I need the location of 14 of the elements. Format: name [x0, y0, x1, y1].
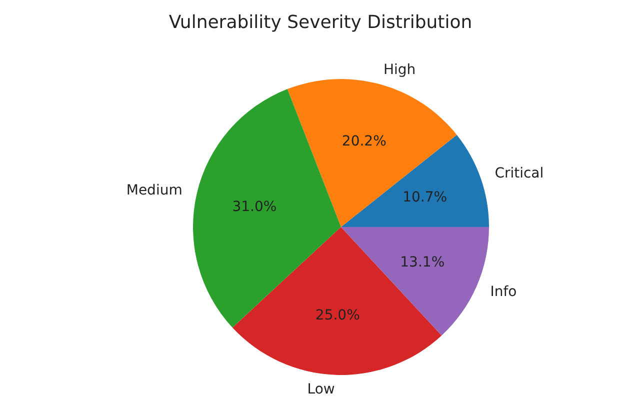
data-label: 25.0% — [315, 308, 360, 324]
slice-label: High — [383, 62, 416, 78]
pie-slice — [287, 79, 457, 227]
pie-slice — [232, 227, 442, 375]
data-label: 31.0% — [232, 199, 277, 216]
slice-label: Medium — [126, 182, 182, 198]
slice-label: Low — [307, 382, 335, 398]
slice-label: Info — [490, 284, 517, 300]
data-label: 20.2% — [342, 133, 386, 150]
data-label: 10.7% — [402, 190, 448, 206]
pie-slice — [341, 134, 489, 227]
chart-title: Vulnerability Severity Distribution — [168, 11, 474, 35]
data-label: 13.1% — [400, 254, 445, 271]
slice-label: Critical — [494, 165, 544, 182]
